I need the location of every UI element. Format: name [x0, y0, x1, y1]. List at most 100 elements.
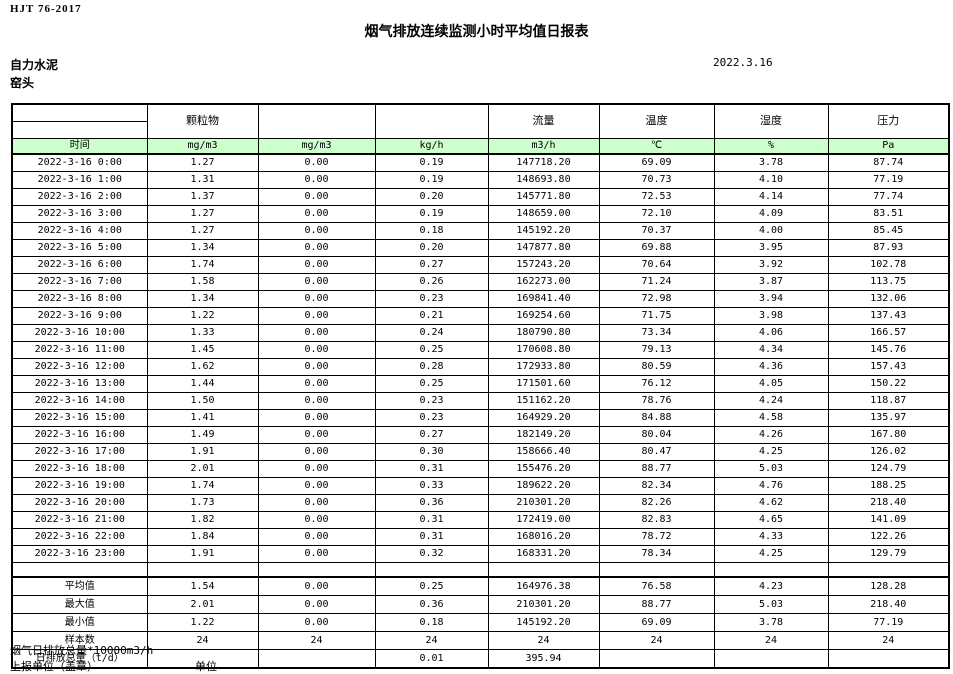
summary-value-cell: 24: [374, 631, 489, 650]
summary-row: 日排放总量（t/d） 0.01 395.94: [11, 649, 950, 669]
table-row: 2022-3-16 8:00 1.34 0.00 0.23 169841.40 72.98…: [11, 289, 950, 308]
value-cell: 1.31: [146, 170, 259, 189]
group-header-pressure: 压力: [827, 103, 950, 139]
group-header-empty-1: [257, 103, 376, 139]
value-cell: 4.10: [713, 170, 829, 189]
value-cell: 157243.20: [487, 255, 600, 274]
value-cell: 0.00: [257, 340, 376, 359]
value-cell: 82.83: [598, 510, 715, 529]
value-cell: 3.98: [713, 306, 829, 325]
value-cell: 78.76: [598, 391, 715, 410]
table-header: 颗粒物 流量 温度 湿度 压力 时间 mg/m3 mg/m3 kg/h m3/h…: [11, 103, 950, 155]
summary-label: 最大值: [11, 595, 148, 614]
value-cell: 4.65: [713, 510, 829, 529]
table-row: 2022-3-16 6:00 1.74 0.00 0.27 157243.20 70.64…: [11, 255, 950, 274]
value-cell: 0.00: [257, 255, 376, 274]
table-row: 2022-3-16 21:00 1.82 0.00 0.31 172419.00 82.8…: [11, 510, 950, 529]
group-header-flow: 流量: [487, 103, 600, 139]
time-cell: 2022-3-16 21:00: [11, 510, 148, 529]
value-cell: 76.12: [598, 374, 715, 393]
value-cell: 71.24: [598, 272, 715, 291]
summary-value-cell: 4.23: [713, 576, 829, 596]
summary-value-cell: 0.25: [374, 576, 489, 596]
time-cell: 2022-3-16 14:00: [11, 391, 148, 410]
summary-value-cell: 24: [598, 631, 715, 650]
value-cell: 122.26: [827, 527, 950, 546]
time-cell: 2022-3-16 17:00: [11, 442, 148, 461]
summary-value-cell: 76.58: [598, 576, 715, 596]
unit-header-celsius: ℃: [598, 137, 715, 155]
value-cell: 4.26: [713, 425, 829, 444]
summary-row: 平均值 1.54 0.00 0.25 164976.38 76.58 4.23 128.28: [11, 576, 950, 596]
value-cell: 164929.20: [487, 408, 600, 427]
value-cell: 1.27: [146, 204, 259, 223]
value-cell: 0.30: [374, 442, 489, 461]
value-cell: 172933.80: [487, 357, 600, 376]
report-unit-label: 上报单位（盖章）: [10, 660, 98, 673]
value-cell: 147718.20: [487, 153, 600, 172]
summary-row: 最大值 2.01 0.00 0.36 210301.20 88.77 5.03 218.40: [11, 595, 950, 614]
value-cell: 4.14: [713, 187, 829, 206]
value-cell: 4.76: [713, 476, 829, 495]
value-cell: 79.13: [598, 340, 715, 359]
time-cell: 2022-3-16 9:00: [11, 306, 148, 325]
value-cell: 4.24: [713, 391, 829, 410]
value-cell: 129.79: [827, 544, 950, 563]
value-cell: 145192.20: [487, 221, 600, 240]
value-cell: 147877.80: [487, 238, 600, 257]
value-cell: 0.27: [374, 425, 489, 444]
summary-value-cell: 218.40: [827, 595, 950, 614]
value-cell: 70.37: [598, 221, 715, 240]
unit-header-kgh: kg/h: [374, 137, 489, 155]
table-row: 2022-3-16 0:00 1.27 0.00 0.19 147718.20 69.09…: [11, 153, 950, 172]
corner-cell-top: [11, 103, 148, 122]
summary-value-cell: 0.00: [257, 576, 376, 596]
value-cell: 1.34: [146, 289, 259, 308]
value-cell: 172419.00: [487, 510, 600, 529]
table-row: 2022-3-16 1:00 1.31 0.00 0.19 148693.80 70.73…: [11, 170, 950, 189]
value-cell: 180790.80: [487, 323, 600, 342]
value-cell: 78.34: [598, 544, 715, 563]
value-cell: 3.87: [713, 272, 829, 291]
value-cell: 158666.40: [487, 442, 600, 461]
time-cell: 2022-3-16 19:00: [11, 476, 148, 495]
table-row: 2022-3-16 2:00 1.37 0.00 0.20 145771.80 72.53…: [11, 187, 950, 206]
table-row: 2022-3-16 12:00 1.62 0.00 0.28 172933.80 80.5…: [11, 357, 950, 376]
value-cell: 150.22: [827, 374, 950, 393]
summary-value-cell: 0.00: [257, 595, 376, 614]
value-cell: 141.09: [827, 510, 950, 529]
value-cell: 0.00: [257, 306, 376, 325]
value-cell: 1.58: [146, 272, 259, 291]
value-cell: 0.00: [257, 357, 376, 376]
value-cell: 151162.20: [487, 391, 600, 410]
value-cell: 3.94: [713, 289, 829, 308]
unit-header-time: 时间: [11, 137, 148, 155]
value-cell: 0.19: [374, 170, 489, 189]
time-cell: 2022-3-16 3:00: [11, 204, 148, 223]
value-cell: 0.23: [374, 391, 489, 410]
value-cell: 0.31: [374, 510, 489, 529]
summary-value-cell: 0.01: [374, 649, 489, 669]
time-cell: 2022-3-16 4:00: [11, 221, 148, 240]
value-cell: 1.62: [146, 357, 259, 376]
spacer-section: [11, 561, 950, 578]
value-cell: 0.33: [374, 476, 489, 495]
value-cell: 0.00: [257, 459, 376, 478]
value-cell: 168331.20: [487, 544, 600, 563]
value-cell: 1.41: [146, 408, 259, 427]
value-cell: 4.05: [713, 374, 829, 393]
value-cell: 5.03: [713, 459, 829, 478]
time-cell: 2022-3-16 12:00: [11, 357, 148, 376]
value-cell: 4.34: [713, 340, 829, 359]
value-cell: 0.19: [374, 204, 489, 223]
value-cell: 1.49: [146, 425, 259, 444]
value-cell: 84.88: [598, 408, 715, 427]
table-row: 2022-3-16 14:00 1.50 0.00 0.23 151162.20 78.7…: [11, 391, 950, 410]
table-row: 2022-3-16 15:00 1.41 0.00 0.23 164929.20 84.8…: [11, 408, 950, 427]
value-cell: 69.88: [598, 238, 715, 257]
value-cell: 124.79: [827, 459, 950, 478]
value-cell: 132.06: [827, 289, 950, 308]
summary-value-cell: 24: [713, 631, 829, 650]
value-cell: 0.00: [257, 289, 376, 308]
table-row: 2022-3-16 17:00 1.91 0.00 0.30 158666.40 80.4…: [11, 442, 950, 461]
